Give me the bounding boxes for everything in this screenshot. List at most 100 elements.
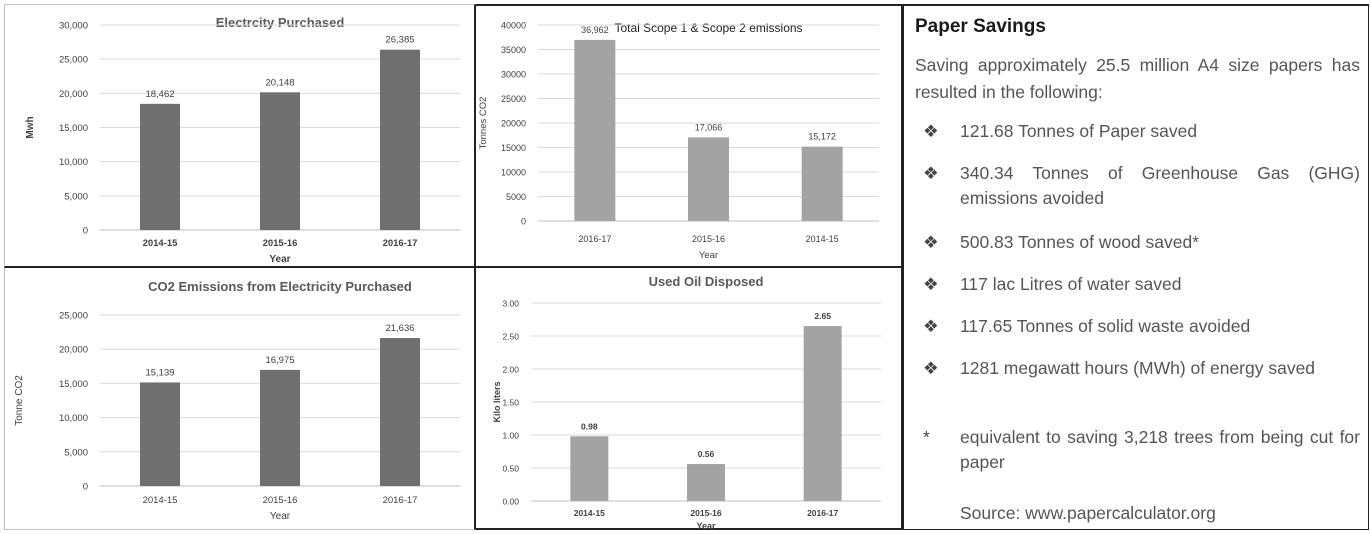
y-tick-label: 15,000 [59,379,88,390]
footnote: * equivalent to saving 3,218 trees from … [915,425,1360,475]
chart-title: CO2 Emissions from Electricity Purchased [148,279,412,294]
bar [574,39,616,221]
bar [688,137,729,221]
x-tick-label: 2014-15 [574,508,605,518]
x-tick-label: 2015-16 [690,508,721,518]
bar [260,369,300,486]
data-label: 18,462 [145,89,174,100]
savings-list-item: ❖ 500.83 Tonnes of wood saved* [915,230,1360,255]
savings-item-text: 500.83 Tonnes of wood saved* [960,232,1200,252]
x-tick-label: 2016-17 [807,508,838,518]
y-axis-label: Tonne CO2 [14,375,25,426]
y-tick-label: 40000 [501,21,526,31]
scope-emissions-chart: Total Scope 1 & Scope 2 emissions 0 5000 10… [478,21,879,261]
savings-list-item: ❖ 1281 megawatt hours (MWh) of energy sa… [915,356,1360,381]
savings-item-text: 340.34 Tonnes of Greenhouse Gas (GHG) em… [960,163,1360,208]
chart-title: Used Oil Disposed [649,274,764,289]
paper-savings-panel: Paper Savings Saving approximately 25.5 … [903,4,1369,530]
data-label: 16,975 [265,355,294,366]
y-tick-label: 1.50 [502,398,519,408]
y-tick-label: 20,000 [59,89,88,100]
savings-list-item: ❖ 121.68 Tonnes of Paper saved [915,119,1360,144]
x-axis-label: Year [699,250,718,261]
y-tick-label: 5,000 [64,447,88,458]
footnote-mark: * [923,427,930,447]
bullet-diamond-icon: ❖ [923,232,939,252]
paper-savings-heading: Paper Savings [915,16,1046,37]
y-tick-label: 10000 [501,168,526,178]
y-tick-label: 30,000 [59,21,88,32]
chart-panel-electricity: Electrcity Purchased 0 5,000 10,000 15,000 20… [4,4,476,268]
bullet-diamond-icon: ❖ [923,316,939,336]
x-tick-label: 2014-15 [143,495,178,506]
y-tick-label: 10,000 [59,157,88,168]
y-tick-label: 30000 [501,70,526,80]
bullet-diamond-icon: ❖ [923,121,939,141]
bar [380,338,420,486]
y-tick-label: 35000 [501,45,526,55]
bullet-diamond-icon: ❖ [923,163,939,183]
chart-title: Electrcity Purchased [216,15,345,30]
savings-list-item: ❖ 117.65 Tonnes of solid waste avoided [915,314,1360,339]
y-tick-label: 5,000 [64,191,88,202]
x-tick-label: 2014-15 [143,238,179,249]
x-tick-label: 2016-17 [383,238,418,249]
y-tick-label: 0.00 [502,497,519,507]
savings-item-text: 117.65 Tonnes of solid waste avoided [960,316,1251,336]
chart-panel-co2-electricity: CO2 Emissions from Electricity Purchased… [4,268,476,530]
paper-savings-intro: Saving approximately 25.5 million A4 siz… [915,55,1360,102]
x-axis-label: Year [696,521,716,530]
y-axis-label: Mwh [25,116,36,138]
bar [380,49,420,230]
y-tick-label: 2.50 [502,332,519,342]
x-tick-label: 2016-17 [578,234,611,244]
bar [140,382,180,486]
data-label: 0.56 [698,449,715,459]
y-tick-label: 20,000 [59,345,88,356]
data-label: 26,385 [385,35,414,46]
bar [140,103,180,230]
y-tick-label: 15,000 [59,123,88,134]
source-note: Source: www.papercalculator.org [960,503,1216,523]
chart-title: Total Scope 1 & Scope 2 emissions [614,21,802,35]
electricity-purchased-chart: Electrcity Purchased 0 5,000 10,000 15,000 20… [25,15,460,265]
bar [260,92,300,231]
savings-item-text: 1281 megawatt hours (MWh) of energy save… [960,358,1316,378]
bullet-diamond-icon: ❖ [923,274,939,294]
savings-item-text: 121.68 Tonnes of Paper saved [960,121,1198,141]
x-axis-label: Year [270,511,291,522]
chart-panel-used-oil: Used Oil Disposed 0.00 0.50 1.00 1.50 2.00 2.5… [476,268,903,530]
y-tick-label: 2.00 [502,365,519,375]
y-tick-label: 15000 [501,143,526,153]
y-tick-label: 20000 [501,119,526,129]
data-label: 21,636 [385,323,414,334]
y-tick-label: 10,000 [59,413,88,424]
data-label: 20,148 [265,77,294,88]
used-oil-chart: Used Oil Disposed 0.00 0.50 1.00 1.50 2.00 2.5… [492,274,881,530]
y-tick-label: 0 [83,482,88,493]
x-tick-label: 2016-17 [383,495,418,506]
bar [687,464,725,501]
x-axis-label: Year [269,254,290,265]
y-axis-label: Kilo liters [492,381,502,422]
savings-list-item: ❖ 117 lac Litres of water saved [915,272,1360,297]
y-tick-label: 25,000 [59,311,88,322]
y-axis-label: Tonnes CO2 [478,97,489,150]
data-label: 0.98 [581,421,598,431]
chart-panel-scope-emissions: Total Scope 1 & Scope 2 emissions 0 5000 10… [476,4,903,268]
data-label: 2.65 [814,311,831,321]
data-label: 15,139 [145,367,174,378]
data-label: 36,962 [581,25,609,35]
savings-list-item: ❖ 340.34 Tonnes of Greenhouse Gas (GHG) … [915,161,1360,211]
x-tick-label: 2015-16 [263,495,298,506]
bar [801,146,843,221]
x-tick-label: 2015-16 [692,234,725,244]
y-tick-label: 0 [521,217,526,227]
y-tick-label: 25000 [501,94,526,104]
data-label: 17,066 [695,122,723,132]
co2-electricity-chart: CO2 Emissions from Electricity Purchased… [14,279,460,522]
x-tick-label: 2015-16 [263,238,298,249]
bar [570,436,609,501]
data-label: 15,172 [808,132,836,142]
bar [803,326,842,501]
